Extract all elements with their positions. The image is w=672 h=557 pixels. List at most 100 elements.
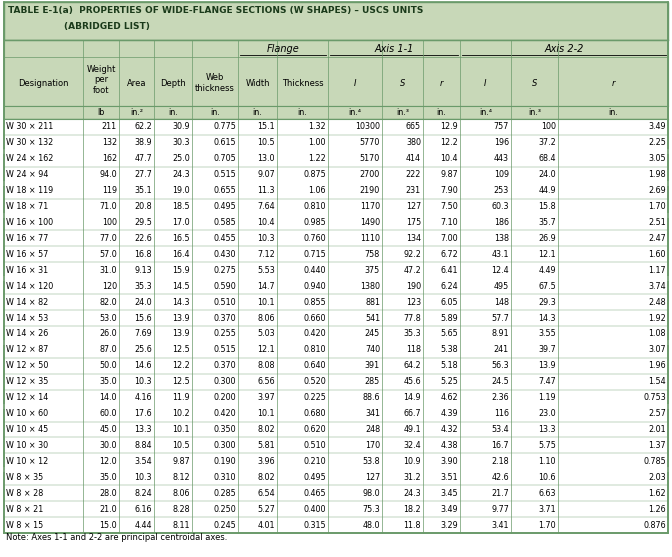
Text: in.⁴: in.⁴ — [349, 108, 362, 117]
Text: 9.13: 9.13 — [134, 266, 152, 275]
Text: 24.3: 24.3 — [173, 170, 190, 179]
Text: 9.07: 9.07 — [257, 170, 275, 179]
Text: 0.615: 0.615 — [214, 138, 236, 148]
Text: 3.71: 3.71 — [538, 505, 556, 514]
Text: 1170: 1170 — [360, 202, 380, 211]
Text: 94.0: 94.0 — [99, 170, 117, 179]
Text: 10.1: 10.1 — [257, 409, 275, 418]
Text: 0.495: 0.495 — [213, 202, 236, 211]
Text: 4.49: 4.49 — [538, 266, 556, 275]
Text: 0.225: 0.225 — [303, 393, 326, 402]
Text: 0.310: 0.310 — [214, 473, 236, 482]
Text: 0.760: 0.760 — [303, 234, 326, 243]
Text: 196: 196 — [494, 138, 509, 148]
Text: 45.6: 45.6 — [403, 377, 421, 386]
Text: W 14 × 82: W 14 × 82 — [6, 297, 48, 306]
Text: 8.11: 8.11 — [173, 521, 190, 530]
Text: 49.1: 49.1 — [403, 425, 421, 434]
Text: Note: Axes 1-1 and 2-2 are principal centroidal axes.: Note: Axes 1-1 and 2-2 are principal cen… — [6, 532, 227, 541]
Text: 127: 127 — [365, 473, 380, 482]
Text: 5.27: 5.27 — [257, 505, 275, 514]
Text: 30.9: 30.9 — [173, 123, 190, 131]
Text: 1.00: 1.00 — [308, 138, 326, 148]
Text: 6.54: 6.54 — [257, 488, 275, 498]
Text: 0.515: 0.515 — [213, 170, 236, 179]
Text: 132: 132 — [102, 138, 117, 148]
Text: 1490: 1490 — [360, 218, 380, 227]
Text: 1.26: 1.26 — [648, 505, 666, 514]
Text: 0.510: 0.510 — [303, 441, 326, 450]
Text: I: I — [353, 79, 356, 87]
Text: 2.51: 2.51 — [648, 218, 666, 227]
Text: 134: 134 — [406, 234, 421, 243]
Text: 15.1: 15.1 — [257, 123, 275, 131]
Text: 3.90: 3.90 — [440, 457, 458, 466]
Text: 881: 881 — [365, 297, 380, 306]
Text: 14.9: 14.9 — [403, 393, 421, 402]
Text: 77.0: 77.0 — [99, 234, 117, 243]
Text: 0.255: 0.255 — [213, 329, 236, 339]
Text: 6.72: 6.72 — [440, 250, 458, 259]
Text: 11.3: 11.3 — [257, 186, 275, 195]
Text: 67.5: 67.5 — [538, 282, 556, 291]
Text: 62.2: 62.2 — [134, 123, 152, 131]
Text: 10.5: 10.5 — [257, 138, 275, 148]
Text: 21.0: 21.0 — [99, 505, 117, 514]
Text: 4.38: 4.38 — [441, 441, 458, 450]
Text: 12.0: 12.0 — [99, 457, 117, 466]
Text: 10.3: 10.3 — [257, 234, 275, 243]
Text: 0.660: 0.660 — [304, 314, 326, 323]
Text: 10.3: 10.3 — [134, 377, 152, 386]
Text: 1.19: 1.19 — [538, 393, 556, 402]
Text: 16.7: 16.7 — [491, 441, 509, 450]
Text: 24.0: 24.0 — [134, 297, 152, 306]
Text: 0.753: 0.753 — [643, 393, 666, 402]
Text: 0.680: 0.680 — [304, 409, 326, 418]
Text: 8.06: 8.06 — [257, 314, 275, 323]
Text: 248: 248 — [365, 425, 380, 434]
Text: 15.8: 15.8 — [538, 202, 556, 211]
Text: 2.01: 2.01 — [648, 425, 666, 434]
Text: 6.63: 6.63 — [538, 488, 556, 498]
Text: in.³: in.³ — [528, 108, 541, 117]
Text: 7.47: 7.47 — [538, 377, 556, 386]
Text: 138: 138 — [494, 234, 509, 243]
Text: W 16 × 77: W 16 × 77 — [6, 234, 48, 243]
Text: 0.785: 0.785 — [643, 457, 666, 466]
Text: 3.29: 3.29 — [440, 521, 458, 530]
Text: 30.3: 30.3 — [173, 138, 190, 148]
Text: W 8 × 15: W 8 × 15 — [6, 521, 43, 530]
Text: 10.5: 10.5 — [173, 441, 190, 450]
Text: in.: in. — [608, 108, 618, 117]
Text: 8.02: 8.02 — [257, 473, 275, 482]
Text: 35.7: 35.7 — [538, 218, 556, 227]
Text: 0.655: 0.655 — [213, 186, 236, 195]
Text: W 12 × 35: W 12 × 35 — [6, 377, 48, 386]
Text: 7.50: 7.50 — [440, 202, 458, 211]
Text: 0.400: 0.400 — [304, 505, 326, 514]
Text: 757: 757 — [494, 123, 509, 131]
Text: 5.65: 5.65 — [440, 329, 458, 339]
Text: 0.350: 0.350 — [214, 425, 236, 434]
Text: 5.75: 5.75 — [538, 441, 556, 450]
Text: 0.285: 0.285 — [213, 488, 236, 498]
Text: 29.5: 29.5 — [134, 218, 152, 227]
Text: in.: in. — [298, 108, 307, 117]
Text: 37.2: 37.2 — [538, 138, 556, 148]
Text: 12.9: 12.9 — [440, 123, 458, 131]
Text: 5170: 5170 — [360, 154, 380, 163]
Text: 5770: 5770 — [360, 138, 380, 148]
Text: 0.315: 0.315 — [303, 521, 326, 530]
Text: 5.03: 5.03 — [257, 329, 275, 339]
Text: W 12 × 87: W 12 × 87 — [6, 345, 48, 354]
Text: 32.4: 32.4 — [403, 441, 421, 450]
Text: 14.6: 14.6 — [134, 361, 152, 370]
Text: 10.6: 10.6 — [538, 473, 556, 482]
Text: 8.84: 8.84 — [134, 441, 152, 450]
Text: 92.2: 92.2 — [403, 250, 421, 259]
Text: (ABRIDGED LIST): (ABRIDGED LIST) — [64, 22, 150, 32]
Text: 68.4: 68.4 — [538, 154, 556, 163]
Text: 23.0: 23.0 — [538, 409, 556, 418]
Text: 1.22: 1.22 — [308, 154, 326, 163]
Text: S: S — [400, 79, 405, 87]
